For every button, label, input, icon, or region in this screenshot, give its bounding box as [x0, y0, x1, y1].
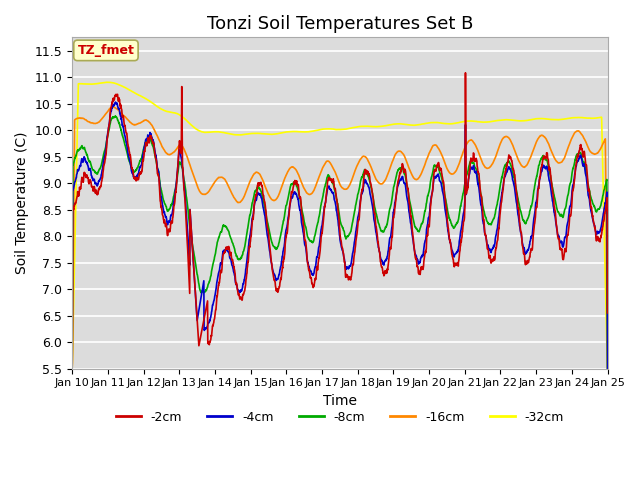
-16cm	[495, 143, 503, 149]
-2cm	[367, 181, 374, 187]
Y-axis label: Soil Temperature (C): Soil Temperature (C)	[15, 132, 29, 274]
-32cm	[367, 124, 375, 130]
-8cm	[218, 228, 225, 234]
-16cm	[355, 158, 363, 164]
Line: -16cm: -16cm	[72, 107, 607, 369]
-16cm	[68, 366, 76, 372]
-8cm	[68, 366, 76, 372]
-4cm	[572, 168, 579, 173]
-2cm	[461, 70, 469, 76]
-2cm	[572, 168, 579, 173]
Line: -8cm: -8cm	[72, 116, 607, 369]
-32cm	[355, 124, 363, 130]
-8cm	[557, 213, 564, 219]
-2cm	[68, 366, 76, 372]
-4cm	[218, 260, 225, 265]
Line: -4cm: -4cm	[72, 102, 607, 369]
-8cm	[495, 188, 503, 193]
-32cm	[495, 118, 503, 123]
-2cm	[604, 310, 611, 316]
-32cm	[218, 129, 225, 135]
-16cm	[367, 164, 375, 170]
X-axis label: Time: Time	[323, 394, 357, 408]
Line: -32cm: -32cm	[72, 82, 607, 369]
-4cm	[112, 99, 120, 105]
-32cm	[604, 366, 611, 372]
-4cm	[367, 195, 375, 201]
-8cm	[604, 366, 611, 372]
-32cm	[104, 79, 111, 85]
-8cm	[111, 113, 119, 119]
Line: -2cm: -2cm	[72, 73, 607, 369]
-4cm	[355, 207, 363, 213]
-16cm	[109, 104, 116, 110]
-16cm	[572, 129, 579, 135]
-16cm	[557, 160, 564, 166]
-4cm	[557, 240, 564, 246]
-8cm	[367, 184, 375, 190]
-32cm	[557, 117, 564, 122]
Legend: -2cm, -4cm, -8cm, -16cm, -32cm: -2cm, -4cm, -8cm, -16cm, -32cm	[111, 406, 569, 429]
Title: Tonzi Soil Temperatures Set B: Tonzi Soil Temperatures Set B	[207, 15, 473, 33]
-2cm	[495, 219, 503, 225]
-4cm	[495, 209, 503, 215]
-32cm	[572, 115, 579, 120]
-4cm	[68, 366, 76, 372]
-32cm	[68, 366, 76, 372]
-16cm	[218, 174, 225, 180]
-4cm	[604, 366, 611, 372]
-2cm	[355, 217, 363, 223]
-2cm	[218, 270, 225, 276]
-8cm	[355, 186, 363, 192]
Text: TZ_fmet: TZ_fmet	[77, 44, 134, 57]
-2cm	[557, 245, 564, 251]
-8cm	[572, 157, 579, 163]
-16cm	[604, 366, 611, 372]
